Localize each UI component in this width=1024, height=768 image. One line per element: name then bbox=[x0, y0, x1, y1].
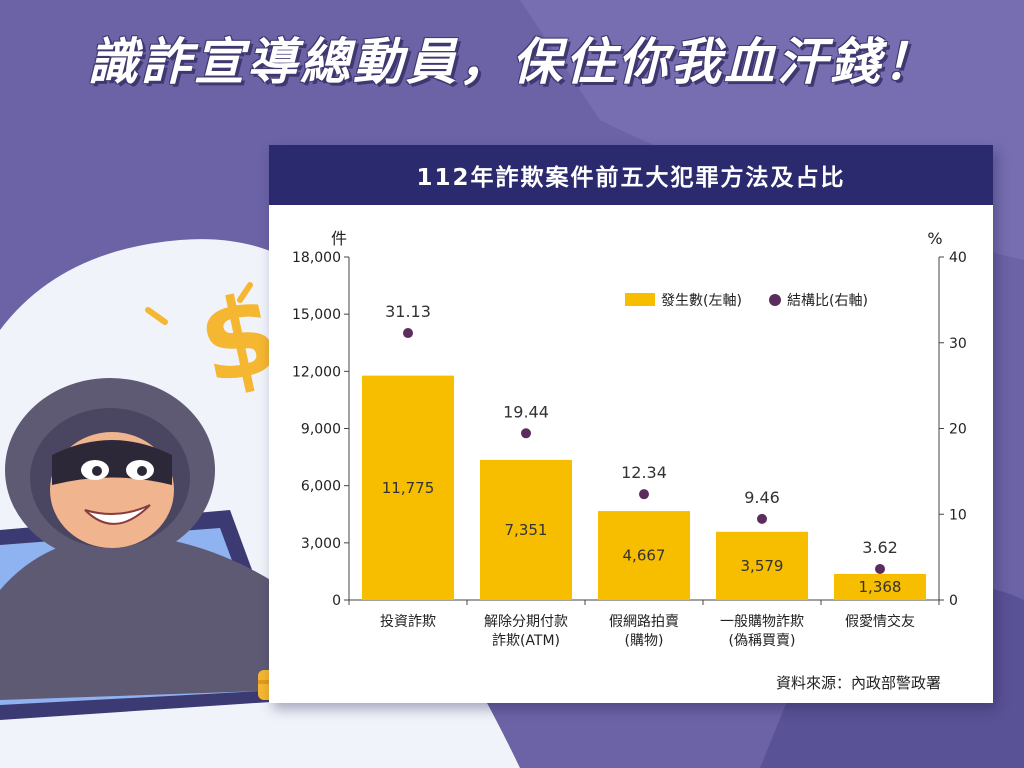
legend-bar-swatch bbox=[625, 293, 655, 306]
ratio-value-label: 31.13 bbox=[385, 302, 431, 321]
legend-dot-swatch bbox=[769, 294, 781, 306]
left-tick-label: 9,000 bbox=[301, 422, 341, 438]
category-label: 詐欺(ATM) bbox=[492, 633, 560, 649]
bar bbox=[479, 459, 573, 600]
source-note: 資料來源：內政部警政署 bbox=[775, 674, 941, 692]
bar-value-label: 4,667 bbox=[623, 547, 666, 565]
bar bbox=[715, 531, 809, 600]
right-tick-label: 40 bbox=[949, 250, 967, 266]
chart: 0 3,000 6,000 9,000 12,000 15,000 18,000 0 10 20 3… bbox=[292, 229, 967, 649]
bar bbox=[833, 573, 927, 600]
bar-value-label: 7,351 bbox=[505, 521, 548, 539]
category-label: 投資詐欺 bbox=[380, 614, 436, 630]
bar bbox=[597, 511, 691, 600]
left-tick-label: 12,000 bbox=[292, 364, 341, 380]
ratio-point bbox=[521, 428, 531, 439]
ratio-value-label: 12.34 bbox=[621, 463, 667, 482]
chart-title: 112年詐欺案件前五大犯罪方法及占比 bbox=[269, 145, 993, 205]
ratio-value-label: 19.44 bbox=[503, 402, 549, 421]
left-tick-label: 3,000 bbox=[301, 536, 341, 552]
left-tick-label: 6,000 bbox=[301, 479, 341, 495]
left-tick-label: 18,000 bbox=[292, 250, 341, 266]
headline: 識詐宣導總動員，保住你我血汗錢！ bbox=[88, 33, 936, 91]
left-tick-label: 0 bbox=[332, 593, 341, 609]
ratio-value-label: 9.46 bbox=[744, 488, 780, 507]
category-label: 一般購物詐欺 bbox=[720, 614, 804, 630]
bar-value-label: 11,775 bbox=[382, 479, 435, 497]
ratio-point bbox=[639, 489, 649, 500]
left-axis-unit: 件 bbox=[331, 229, 347, 248]
category-label: 假網路拍賣 bbox=[609, 614, 679, 630]
legend-dot-label: 結構比(右軸) bbox=[787, 293, 868, 309]
chart-panel: 112年詐欺案件前五大犯罪方法及占比 0 3,000 6,000 9,000 12,00… bbox=[269, 145, 993, 703]
ratio-point bbox=[403, 328, 413, 339]
right-axis-unit: % bbox=[927, 229, 942, 248]
ratio-point bbox=[875, 563, 885, 574]
right-tick-label: 0 bbox=[949, 593, 958, 609]
category-label: (偽稱買賣) bbox=[729, 633, 796, 649]
right-tick-label: 20 bbox=[949, 422, 967, 438]
bar-value-label: 3,579 bbox=[741, 557, 784, 575]
bar-value-label: 1,368 bbox=[859, 578, 902, 596]
category-label: (購物) bbox=[625, 633, 664, 649]
legend-bar-label: 發生數(左軸) bbox=[661, 293, 742, 309]
ratio-point bbox=[757, 513, 767, 524]
ratio-value-label: 3.62 bbox=[862, 538, 898, 557]
right-tick-label: 10 bbox=[949, 507, 967, 523]
bar bbox=[361, 375, 455, 600]
left-tick-label: 15,000 bbox=[292, 307, 341, 323]
right-tick-label: 30 bbox=[949, 336, 967, 352]
category-label: 假愛情交友 bbox=[845, 613, 915, 630]
category-label: 解除分期付款 bbox=[484, 614, 568, 630]
